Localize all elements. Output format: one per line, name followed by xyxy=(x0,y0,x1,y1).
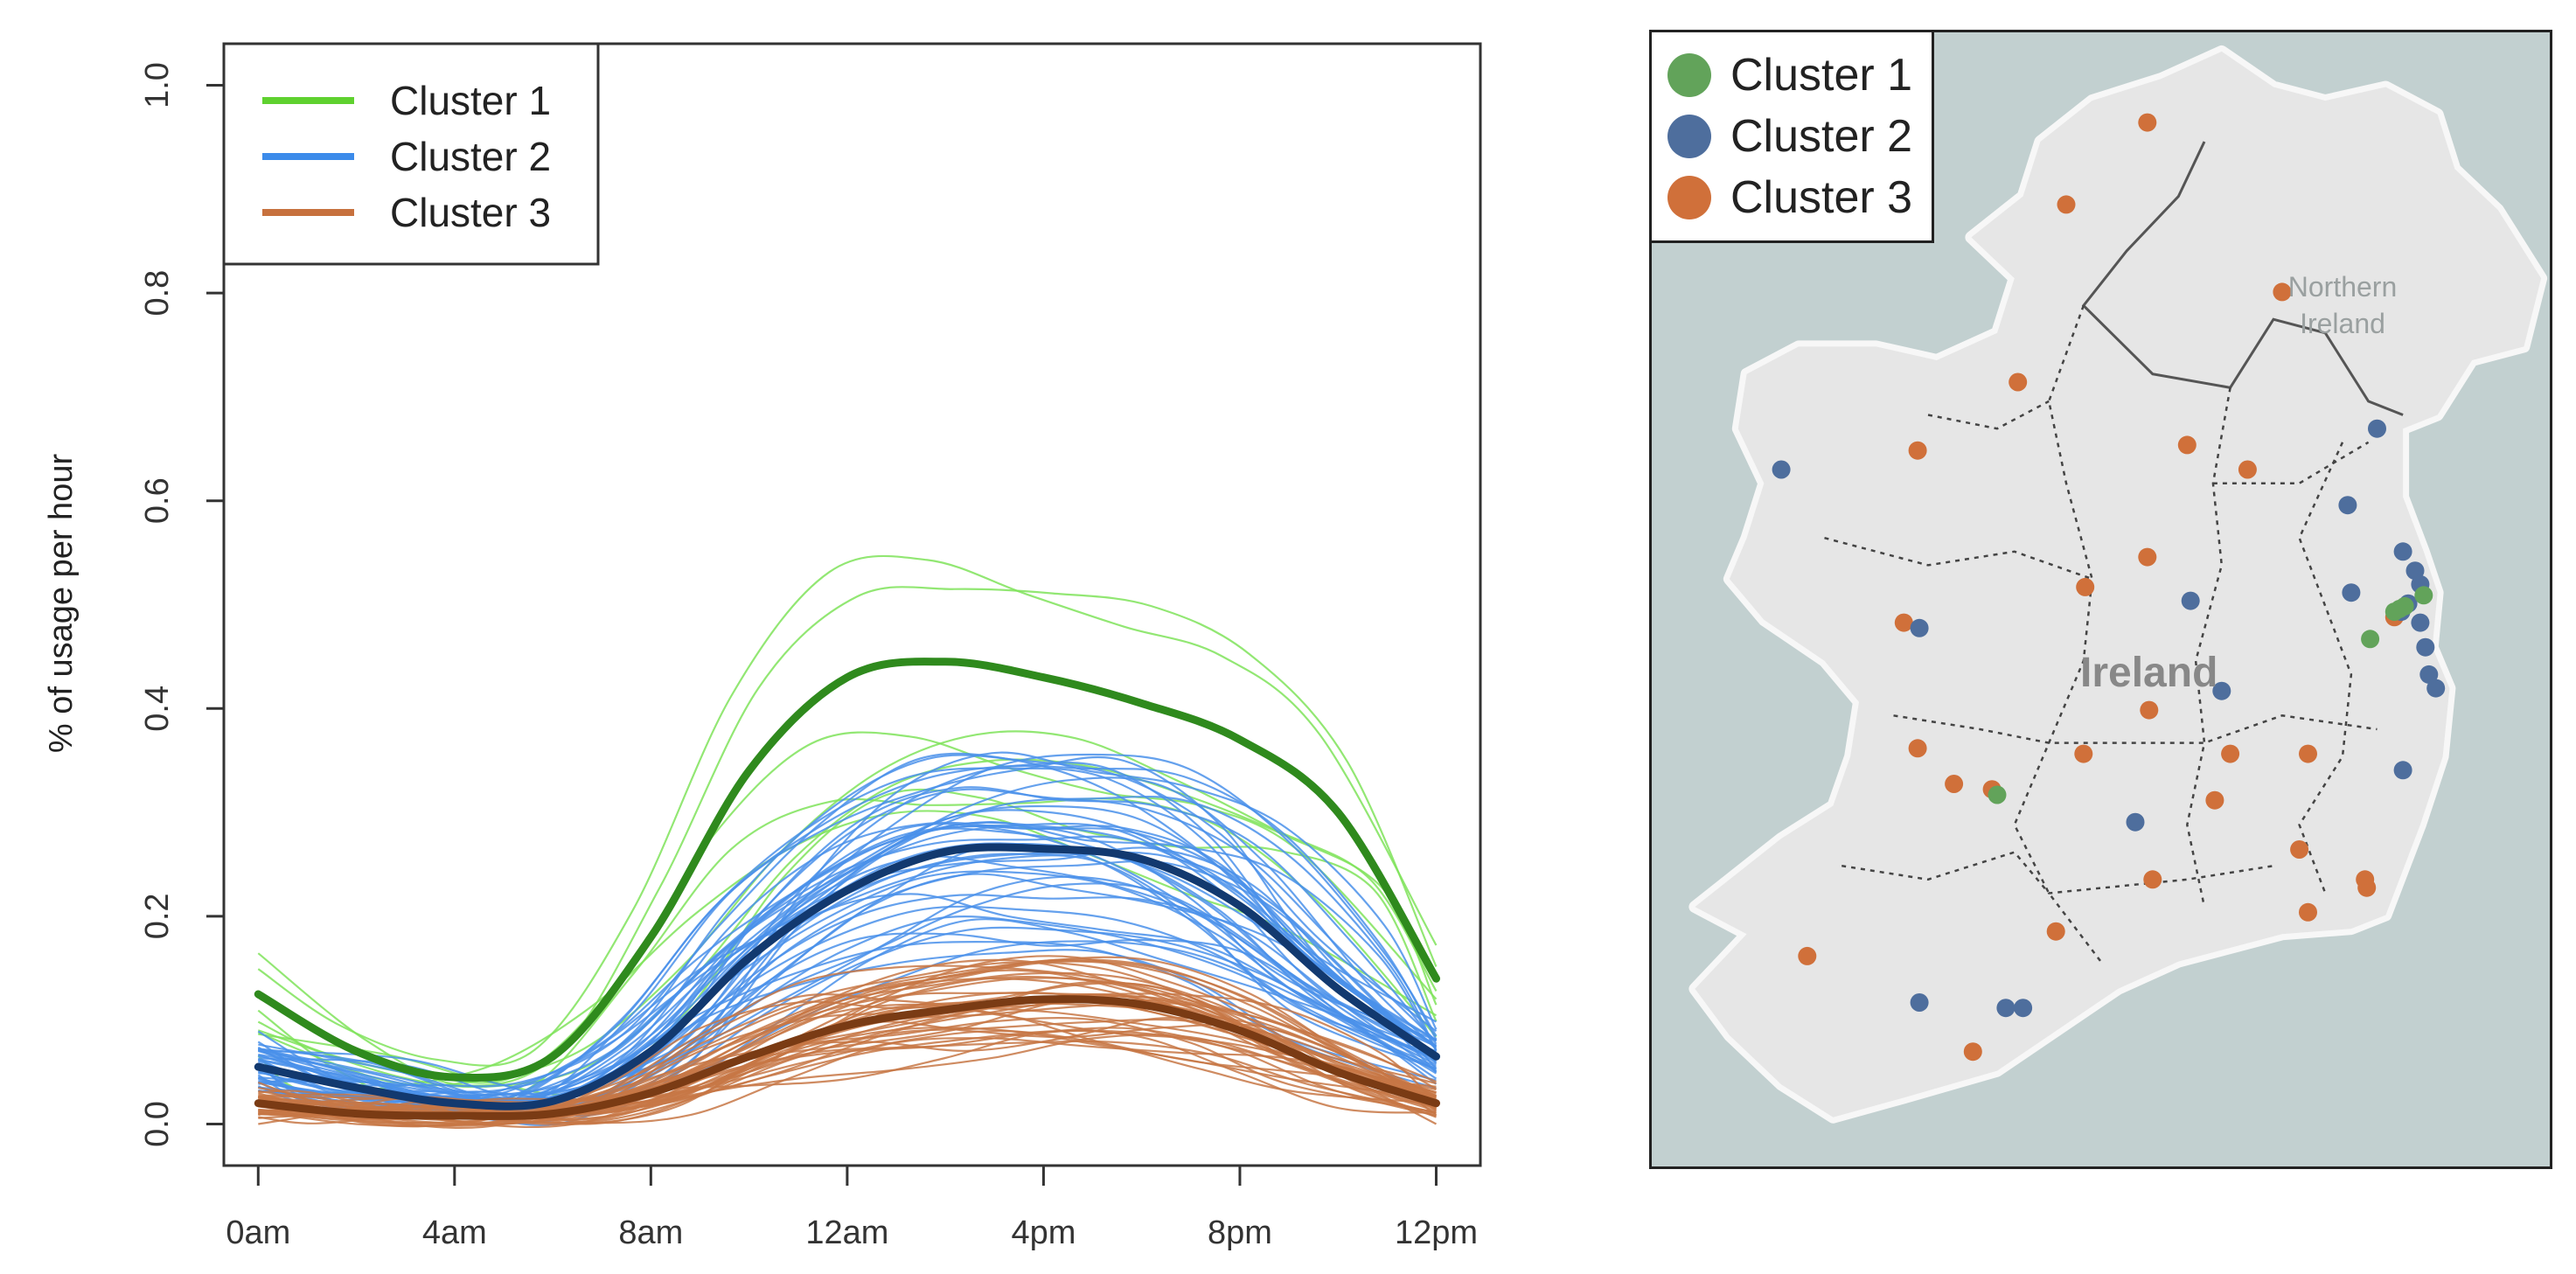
mean-line xyxy=(254,658,1440,1082)
site-point xyxy=(2393,761,2412,780)
site-point xyxy=(2143,870,2162,889)
x-tick-label: 4am xyxy=(422,1215,487,1251)
site-point xyxy=(2393,542,2412,561)
x-tick-label: 4pm xyxy=(1011,1215,1076,1251)
site-point xyxy=(2290,840,2309,859)
site-point xyxy=(2361,630,2380,649)
county-border xyxy=(1927,400,2050,430)
site-point xyxy=(2338,496,2357,515)
site-point xyxy=(2057,195,2076,214)
y-axis-label: % of usage per hour xyxy=(43,454,80,754)
ni-border-line xyxy=(2081,141,2404,416)
legend-label: Cluster 3 xyxy=(390,190,551,235)
x-tick-label: 12am xyxy=(805,1215,888,1251)
site-point xyxy=(2126,812,2145,832)
member-line xyxy=(258,918,1437,1104)
mean-line xyxy=(254,995,1440,1120)
site-point xyxy=(2221,744,2240,763)
site-point xyxy=(2181,591,2200,610)
map-svg xyxy=(1688,45,2548,1124)
y-tick-label: 0.8 xyxy=(139,270,176,317)
site-point xyxy=(2385,602,2404,622)
site-point xyxy=(1908,739,1927,758)
site-point xyxy=(2426,679,2446,698)
legend-dot-icon xyxy=(1667,176,1711,219)
site-point xyxy=(1910,618,1929,637)
member-line xyxy=(258,786,1438,1114)
site-point xyxy=(2238,460,2257,479)
y-tick-label: 0.0 xyxy=(139,1101,176,1147)
site-point xyxy=(1945,775,1964,793)
site-point xyxy=(1894,613,1913,632)
y-tick-label: 0.2 xyxy=(139,893,176,939)
map-legend-label: Cluster 2 xyxy=(1730,111,1913,162)
site-point xyxy=(2014,999,2033,1018)
site-point xyxy=(2416,637,2435,657)
legend-label: Cluster 2 xyxy=(390,134,551,179)
site-point xyxy=(2212,681,2231,700)
x-tick-label: 0am xyxy=(226,1215,290,1251)
site-point xyxy=(2411,613,2430,632)
map-legend-entry: Cluster 3 xyxy=(1667,167,1912,228)
chart-legend: Cluster 1 Cluster 2 Cluster 3 xyxy=(222,42,600,266)
site-point xyxy=(2177,435,2197,455)
mean-line xyxy=(254,843,1440,1110)
site-point xyxy=(2076,577,2095,596)
site-point xyxy=(2074,744,2093,763)
map-label-northern-ireland: Northern Ireland xyxy=(2287,271,2398,339)
y-tick-label: 0.6 xyxy=(139,477,176,524)
map-label-ireland: Ireland xyxy=(2080,650,2218,696)
y-tick-label: 0.4 xyxy=(139,686,176,732)
site-point xyxy=(2419,665,2439,684)
map-legend-label: Cluster 1 xyxy=(1730,50,1913,101)
county-border xyxy=(2013,305,2102,963)
x-tick-label: 8am xyxy=(618,1215,683,1251)
site-point xyxy=(2342,583,2361,602)
site-point xyxy=(2140,700,2159,720)
legend-label: Cluster 1 xyxy=(390,78,551,123)
site-point xyxy=(1910,993,1929,1012)
x-axis: 0am 4am 8am 12am 4pm 8pm 12pm xyxy=(226,1164,1478,1251)
site-point xyxy=(2138,547,2157,567)
x-tick-label: 8pm xyxy=(1208,1215,1272,1251)
y-tick-label: 1.0 xyxy=(139,62,176,108)
legend-dot-icon xyxy=(1667,53,1711,97)
legend-dot-icon xyxy=(1667,115,1711,158)
county-border xyxy=(1841,851,2274,895)
site-point xyxy=(2357,878,2377,897)
site-point xyxy=(2299,744,2317,763)
site-point xyxy=(2368,419,2386,438)
site-point xyxy=(1798,946,1817,965)
site-point xyxy=(1988,785,2007,804)
site-point xyxy=(2299,902,2317,922)
site-point xyxy=(1996,999,2016,1018)
mean-lines xyxy=(254,658,1440,1120)
site-point xyxy=(2138,113,2157,132)
map-legend-label: Cluster 3 xyxy=(1730,172,1913,223)
usage-line-chart: 0.0 0.2 0.4 0.6 0.8 1.0 0am 4am 8am 12am 4pm 8pm 12… xyxy=(43,42,1482,1251)
site-point xyxy=(1772,460,1791,479)
county-border xyxy=(2298,442,2353,894)
map-legend-entry: Cluster 1 xyxy=(1667,45,1912,106)
site-point xyxy=(1908,441,1927,460)
site-point xyxy=(2046,922,2065,941)
site-point xyxy=(2414,586,2433,605)
county-border xyxy=(2186,387,2231,908)
member-line xyxy=(257,554,1438,1067)
cluster-map: Northern Ireland Ireland Cluster 1 Clust… xyxy=(1649,30,2552,1169)
x-tick-label: 12pm xyxy=(1395,1215,1478,1251)
ireland-landmass-fill xyxy=(1695,51,2542,1117)
site-point xyxy=(1963,1042,1982,1062)
site-point xyxy=(2009,372,2028,392)
site-point xyxy=(2205,790,2224,810)
y-axis: 0.0 0.2 0.4 0.6 0.8 1.0 xyxy=(139,62,224,1147)
member-line xyxy=(257,776,1438,1113)
map-legend-entry: Cluster 2 xyxy=(1667,106,1912,167)
map-legend: Cluster 1 Cluster 2 Cluster 3 xyxy=(1652,32,1935,243)
site-point xyxy=(2273,282,2292,302)
